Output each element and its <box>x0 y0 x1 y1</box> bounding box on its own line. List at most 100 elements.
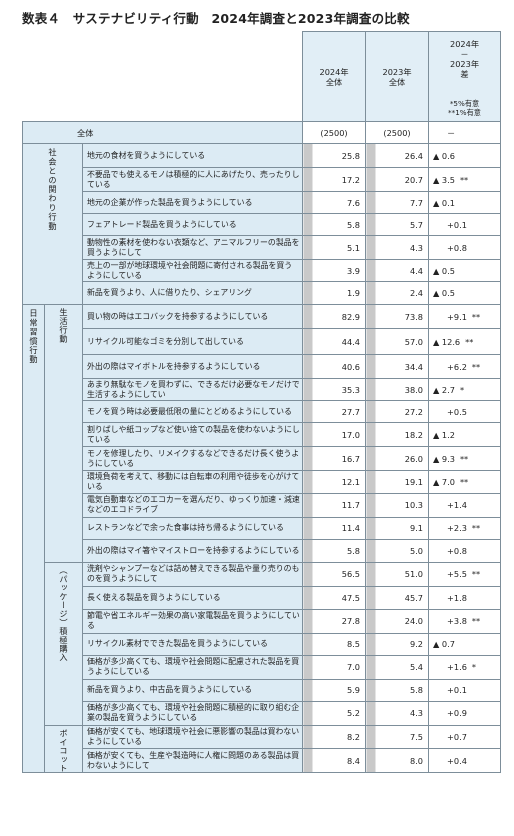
significance-mark: ** <box>471 616 481 627</box>
value-2024: 5.8 <box>302 538 367 563</box>
value-2024: 7.6 <box>302 191 367 214</box>
header-diff: 2024年 － 2023年 差 *5%有意 **1%有意 <box>428 31 502 122</box>
significance-mark: ** <box>459 453 469 464</box>
value-diff: ▲ 0.6 <box>428 143 502 168</box>
total-diff: － <box>428 121 502 144</box>
value-2023: 5.0 <box>365 538 430 563</box>
value-2024: 11.4 <box>302 516 367 540</box>
section-label: 社会との関わり行動 <box>22 142 83 306</box>
note-5pct: *5%有意 <box>449 99 480 108</box>
subsection-label-text: ボイコット <box>58 728 69 773</box>
value-diff: +6.2 ** <box>428 354 502 380</box>
table-row: 社会との関わり行動 地元の食材を買うようにしている 25.8 26.4 ▲ 0.6 <box>22 142 502 306</box>
row-label: 価格が多少高くても、環境や社会問題に配慮された製品を買うようにしている <box>81 654 304 680</box>
value-2023: 27.2 <box>365 400 430 424</box>
value-diff: ▲ 12.6 ** <box>428 328 502 356</box>
table-row: 割りばしや紙コップなど使い捨ての製品を使わないようにしている 17.0 18.2 ▲ … <box>23 422 502 448</box>
total-2024: (2500) <box>302 121 367 144</box>
row-label: 長く使える製品を買うようにしている <box>81 585 304 610</box>
value-2023: 2.4 <box>365 281 430 306</box>
row-label: 環境負荷を考えて、移動には自転車の利用や徒歩を心がけている <box>81 470 304 494</box>
value-diff: +1.4 <box>428 492 502 518</box>
value-2024: 5.1 <box>302 235 367 260</box>
diff-value: +6.2 <box>447 361 467 372</box>
value-diff: +1.6 * <box>428 654 502 680</box>
table-row: モノを買う時は必要最低限の量にとどめるようにしている 27.7 27.2 +0.5 <box>23 400 502 424</box>
value-2024: 17.2 <box>302 167 367 192</box>
value-diff: +0.7 <box>428 724 502 750</box>
significance-mark: * <box>459 384 465 395</box>
value-diff: +2.3 ** <box>428 516 502 540</box>
value-2023: 10.3 <box>365 492 430 518</box>
row-label: 価格が多少高くても、環境や社会問題に積極的に取り組む企業の製品を買うようにしてい… <box>81 700 304 726</box>
header-2024-label: 2024年 全体 <box>319 66 349 87</box>
table-row: レストランなどで余った食事は持ち帰るようにしている 11.4 9.1 +2.3 ** <box>23 516 502 540</box>
value-2023: 19.1 <box>365 470 430 494</box>
subsection-label-text: （パッケージ）積極購入 <box>58 565 69 662</box>
row-label: 地元の食材を買うようにしている <box>81 143 304 168</box>
table-row: 長く使える製品を買うようにしている 47.5 45.7 +1.8 <box>23 585 502 610</box>
value-2024: 1.9 <box>302 281 367 306</box>
value-diff: +0.8 <box>428 538 502 563</box>
table-body: 社会との関わり行動 地元の食材を買うようにしている 25.8 26.4 ▲ 0.6 不要品… <box>22 142 502 774</box>
table-row: 不要品でも使えるモノは積極的に人にあげたり、売ったりしている 17.2 20.7 ▲ … <box>23 167 502 192</box>
value-2023: 26.4 <box>365 143 430 168</box>
row-label: フェアトレード製品を買うようにしている <box>81 213 304 236</box>
header-diff-label: 2024年 － 2023年 差 <box>450 39 480 79</box>
total-row: 全体 (2500) (2500) － <box>21 121 502 144</box>
subsection-label-text: 生活行動 <box>58 308 69 343</box>
value-2023: 4.4 <box>365 258 430 283</box>
table-row: リサイクル可能なゴミを分別して出している 44.4 57.0 ▲ 12.6 ** <box>23 328 502 356</box>
value-2023: 5.7 <box>365 213 430 236</box>
diff-value: ▲ 0.5 <box>433 265 455 276</box>
total-2023: (2500) <box>365 121 430 144</box>
table-row: フェアトレード製品を買うようにしている 5.8 5.7 +0.1 <box>23 213 502 236</box>
diff-value: ▲ 0.6 <box>433 150 455 161</box>
value-2024: 8.5 <box>302 632 367 656</box>
value-diff: ▲ 1.2 <box>428 422 502 448</box>
diff-value: +0.8 <box>447 545 467 556</box>
value-diff: +9.1 ** <box>428 304 502 330</box>
diff-value: +9.1 <box>447 311 467 322</box>
table-row: モノを修理したり、リメイクするなどできるだけ長く使うようにしている 16.7 26.… <box>23 446 502 472</box>
table-row: （パッケージ）積極購入 洗剤やシャンプーなどは詰め替えできる製品や量り売りのものを… <box>23 561 502 726</box>
value-2024: 7.0 <box>302 654 367 680</box>
row-label: リサイクル可能なゴミを分別して出している <box>81 328 304 356</box>
value-2023: 5.4 <box>365 654 430 680</box>
value-2023: 73.8 <box>365 304 430 330</box>
row-label: 価格が安くても、生産や製造時に人権に問題のある製品は買わないようにして <box>81 748 304 774</box>
table-row: 外出の際はマイ箸やマイストローを持参するようにしている 5.8 5.0 +0.8 <box>23 538 502 563</box>
diff-value: ▲ 1.2 <box>433 429 455 440</box>
value-2024: 35.3 <box>302 378 367 402</box>
diff-value: +0.4 <box>447 755 467 766</box>
significance-mark: ** <box>459 476 469 487</box>
table-row: あまり無駄なモノを買わずに、できるだけ必要なモノだけで生活するようにしてい 35.… <box>23 378 502 402</box>
value-2024: 12.1 <box>302 470 367 494</box>
diff-value: +1.8 <box>447 592 467 603</box>
diff-value: +1.6 <box>447 662 467 673</box>
diff-value: +2.3 <box>447 523 467 534</box>
value-2023: 4.3 <box>365 700 430 726</box>
row-label: 動物性の素材を使わない衣類など、アニマルフリーの製品を買うようにして <box>81 235 304 260</box>
value-2023: 8.0 <box>365 748 430 774</box>
table-row: リサイクル素材でできた製品を買うようにしている 8.5 9.2 ▲ 0.7 <box>23 632 502 656</box>
header-2023-label: 2023年 全体 <box>382 66 412 87</box>
table-row: 節電や省エネルギー効果の高い家電製品を買うようにしている 27.8 24.0 +3.8… <box>23 608 502 634</box>
row-label: 不要品でも使えるモノは積極的に人にあげたり、売ったりしている <box>81 167 304 192</box>
table-row: 価格が安くても、生産や製造時に人権に問題のある製品は買わないようにして 8.4 8.… <box>23 748 502 774</box>
significance-mark: ** <box>471 569 481 580</box>
value-diff: +5.5 ** <box>428 561 502 587</box>
section-label: 日常習慣行動 <box>22 304 45 774</box>
diff-value: ▲ 3.5 <box>433 174 455 185</box>
value-2024: 5.2 <box>302 700 367 726</box>
value-2024: 17.0 <box>302 422 367 448</box>
table-row: 価格が多少高くても、環境や社会問題に配慮された製品を買うようにしている 7.0 5.… <box>23 654 502 680</box>
subsection-label: ボイコット <box>44 724 83 774</box>
diff-value: +0.8 <box>447 242 467 253</box>
row-label: 電気自動車などのエコカーを選んだり、ゆっくり加速・減速などのエコドライブ <box>81 492 304 518</box>
value-2023: 7.5 <box>365 724 430 750</box>
value-2023: 51.0 <box>365 561 430 587</box>
value-2023: 34.4 <box>365 354 430 380</box>
row-label: 地元の企業が作った製品を買うようにしている <box>81 191 304 214</box>
value-2023: 20.7 <box>365 167 430 192</box>
